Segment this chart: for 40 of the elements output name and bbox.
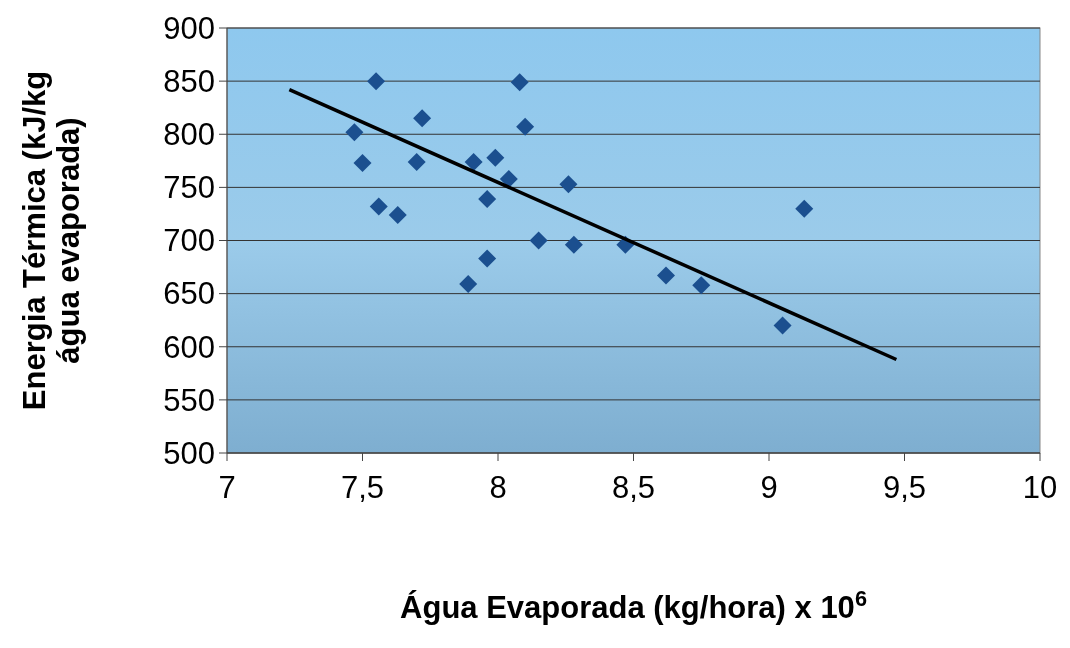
- y-tick-label: 650: [163, 276, 215, 312]
- point: [657, 266, 676, 285]
- y-tick-label: 800: [163, 117, 215, 153]
- x-tick-label: 9: [760, 470, 778, 505]
- y-tick-label: 550: [163, 382, 215, 418]
- x-tick-label: 8: [489, 470, 507, 505]
- point: [459, 275, 478, 294]
- point: [388, 206, 407, 224]
- y-tick-label: 850: [163, 63, 215, 99]
- point: [529, 231, 548, 250]
- x-tick-label: 10: [1022, 470, 1058, 505]
- x-tick-label: 8,5: [611, 470, 656, 505]
- y-tick-label: 600: [163, 329, 215, 365]
- point: [413, 109, 432, 128]
- point: [486, 148, 505, 167]
- point: [559, 175, 578, 194]
- y-tick-label: 700: [163, 223, 215, 259]
- y-tick-label: 750: [163, 170, 215, 206]
- point: [478, 190, 497, 209]
- y-tick-label: 500: [163, 435, 215, 471]
- point: [516, 117, 535, 136]
- x-tick-label: 7: [218, 470, 236, 505]
- point: [773, 316, 792, 335]
- x-tick-label: 9,5: [882, 470, 927, 505]
- point: [353, 153, 372, 172]
- point: [478, 249, 497, 268]
- y-tick-label: 900: [163, 10, 215, 46]
- point: [795, 199, 814, 218]
- point: [367, 72, 386, 91]
- point: [692, 276, 711, 295]
- x-tick-label: 7,5: [340, 470, 385, 505]
- point: [510, 73, 529, 92]
- point: [407, 152, 426, 171]
- y-axis-title: Energia Térmica (kJ/kg água evaporada): [17, 70, 87, 411]
- point: [564, 235, 583, 254]
- x-axis-title: Água Evaporada (kg/hora) x 10$^{6}$: [400, 585, 867, 625]
- point: [464, 152, 483, 171]
- point: [499, 169, 518, 188]
- point: [345, 123, 364, 142]
- point: [369, 197, 388, 216]
